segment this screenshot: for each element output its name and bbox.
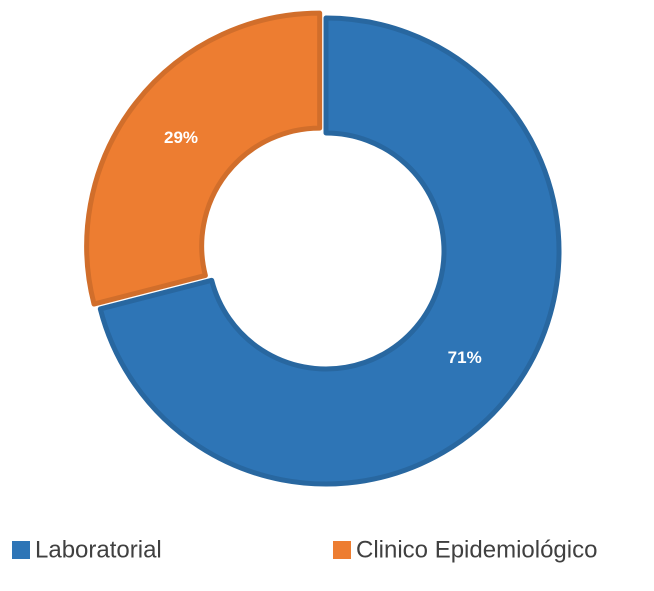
data-label: 29% [164,128,198,147]
legend-label: Laboratorial [35,536,162,563]
slice [97,15,562,487]
legend-label: Clinico Epidemiológico [356,536,597,563]
slice [84,10,323,307]
data-label: 71% [448,348,482,367]
legend-swatch [333,541,351,559]
legend-swatch [12,541,30,559]
